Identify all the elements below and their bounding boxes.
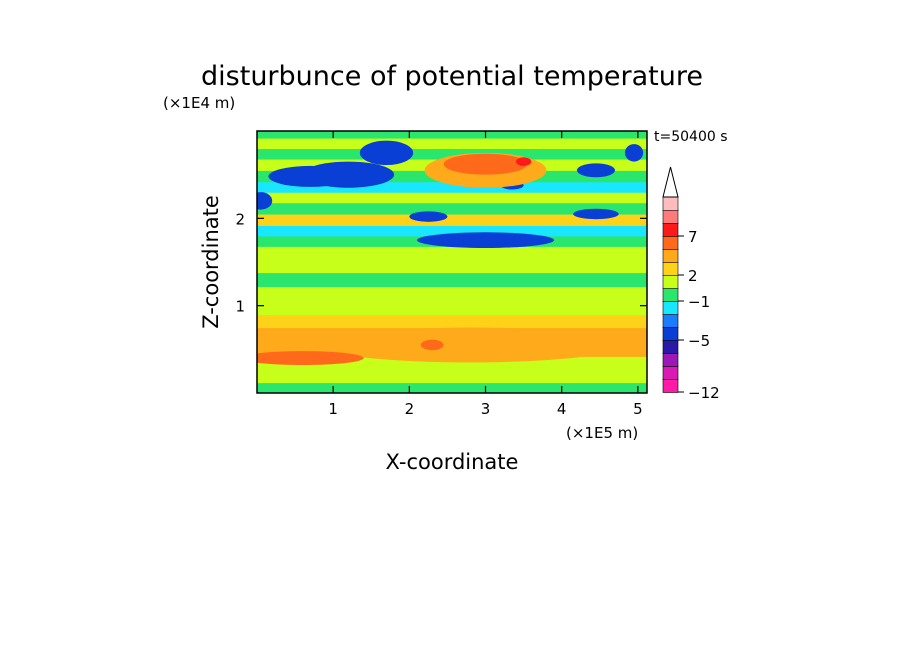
colorbar-swatch: [662, 209, 679, 224]
y-unit-label: (×1E4 m): [163, 94, 235, 112]
contour-band: [257, 225, 647, 237]
colorbar-label: 7: [688, 228, 698, 246]
contour-cell: [576, 163, 616, 178]
contour-cell: [515, 157, 532, 166]
x-tick-label: 4: [557, 400, 567, 418]
contour-cell: [624, 144, 644, 162]
colorbar: 7 2 −1 −5 −12: [662, 166, 720, 402]
contour-band: [257, 131, 647, 139]
colorbar-swatch: [662, 313, 679, 328]
colorbar-swatch: [662, 339, 679, 354]
colorbar-swatch: [662, 378, 679, 393]
x-tick-label: 5: [633, 400, 643, 418]
contour-band: [257, 213, 647, 226]
x-axis-label: X-coordinate: [386, 450, 519, 474]
contour-cell: [359, 140, 414, 166]
colorbar-swatch: [662, 222, 679, 237]
colorbar-swatch: [662, 196, 679, 211]
contour-band: [257, 371, 647, 384]
y-axis: 12: [235, 210, 647, 316]
contour-band: [257, 260, 647, 274]
x-unit-label: (×1E5 m): [566, 424, 638, 442]
contour-band: [257, 314, 647, 329]
colorbar-label: −12: [688, 384, 720, 402]
colorbar-arrow: [662, 166, 679, 198]
contour-band: [257, 272, 647, 288]
contour-band: [257, 181, 647, 193]
contour-cell: [573, 208, 619, 220]
colorbar-swatch: [662, 326, 679, 341]
colorbar-swatch: [662, 287, 679, 302]
x-tick-label: 1: [328, 400, 338, 418]
plot-area: [257, 131, 647, 393]
colorbar-swatch: [662, 300, 679, 315]
contour-cell: [257, 192, 273, 210]
contour-band: [257, 246, 647, 261]
colorbar-swatch: [662, 235, 679, 250]
contour-band: [257, 137, 647, 150]
x-axis: 1 2 3 4 5: [328, 131, 643, 418]
y-tick-label: 1: [235, 298, 245, 316]
colorbar-swatch: [662, 274, 679, 289]
y-tick-label: 2: [235, 210, 245, 228]
chart-title: disturbunce of potential temperature: [201, 61, 703, 92]
contour-band: [257, 298, 647, 315]
y-axis-label: Z-coordinate: [199, 195, 223, 329]
contour-cell: [443, 153, 528, 175]
contour-cell: [317, 327, 623, 363]
colorbar-label: −1: [688, 293, 710, 311]
colorbar-swatch: [662, 352, 679, 367]
colorbar-swatch: [662, 261, 679, 276]
contour-cell: [257, 351, 364, 366]
plot-frame: [256, 130, 648, 394]
time-label: t=50400 s: [654, 129, 728, 145]
colorbar-swatch: [662, 248, 679, 263]
colorbar-label: 2: [688, 267, 698, 285]
colorbar-swatch: [662, 365, 679, 380]
contour-band: [257, 286, 647, 300]
colorbar-label: −5: [688, 332, 710, 350]
contour-band: [257, 192, 647, 204]
contour-band: [257, 202, 647, 215]
contour-cell: [409, 211, 448, 222]
x-tick-label: 3: [481, 400, 491, 418]
contour-band: [257, 382, 647, 393]
contour-cell: [268, 165, 353, 187]
contour-cell: [420, 339, 444, 351]
x-tick-label: 2: [405, 400, 415, 418]
contour-band: [257, 148, 647, 160]
contour-cell: [416, 232, 555, 249]
